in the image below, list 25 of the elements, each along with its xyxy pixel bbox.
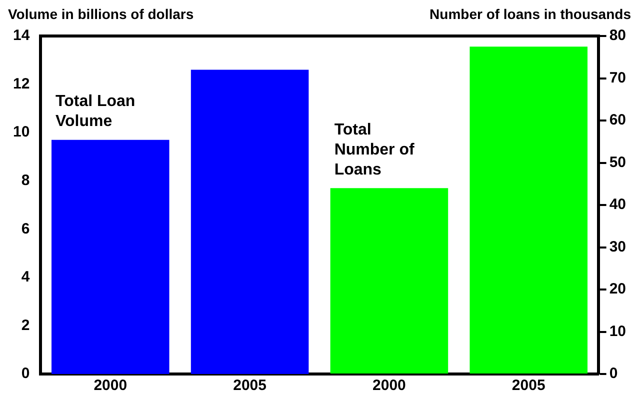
y-axis-title: Volume in billions of dollars	[8, 6, 194, 22]
y2-tick-label: 50	[609, 154, 626, 171]
y-tick-label: 10	[12, 124, 30, 141]
y2-tick-label: 10	[609, 322, 626, 340]
series-label: Total Number of Loans	[334, 122, 415, 179]
y2-tick-label: 70	[609, 69, 626, 86]
y-tick-label: 12	[12, 75, 30, 92]
series-label: Total Loan Volume	[56, 93, 136, 130]
y2-tick-label: 80	[609, 27, 626, 44]
y-tick-label: 0	[21, 365, 30, 382]
x-tick-label: 2000	[372, 377, 406, 394]
y-tick-label: 4	[21, 268, 30, 286]
y2-tick-label: 20	[609, 280, 626, 298]
y2-tick-label: 0	[609, 365, 618, 382]
y-tick-label: 14	[12, 27, 30, 44]
x-tick-label: 2000	[94, 377, 128, 394]
x-tick-label: 2005	[512, 377, 546, 394]
x-tick-label: 2005	[233, 377, 266, 394]
y2-tick-label: 60	[609, 112, 626, 129]
y2-tick-label: 30	[609, 238, 626, 256]
y-tick-label: 8	[21, 172, 30, 189]
y-tick-label: 6	[21, 220, 30, 238]
y-tick-label: 2	[21, 316, 30, 334]
y2-tick-label: 40	[609, 196, 626, 214]
y2-axis-title: Number of loans in thousands	[430, 6, 631, 22]
